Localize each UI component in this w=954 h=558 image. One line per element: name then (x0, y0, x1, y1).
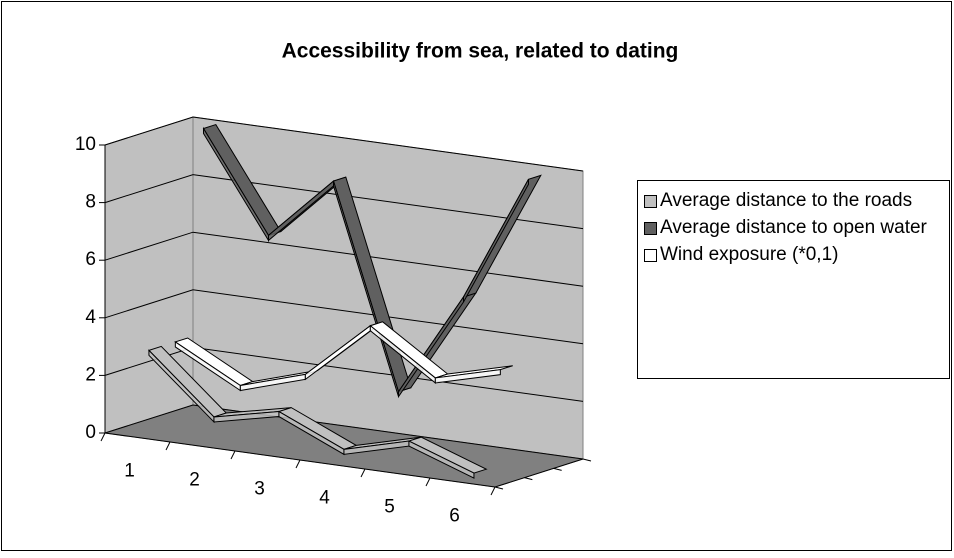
x-tick-label: 6 (449, 506, 460, 527)
ribbon-side (408, 440, 475, 479)
x-tick-label: 3 (254, 479, 265, 500)
y-tick-label: 10 (75, 134, 96, 155)
y-tick-label: 6 (85, 249, 96, 270)
x-tick-label: 2 (189, 470, 200, 491)
ribbon-side (434, 369, 501, 384)
depth-axis (494, 458, 584, 488)
grid-line (104, 404, 584, 460)
legend-swatch (644, 222, 657, 235)
legend-item: Average distance to the roads (644, 189, 945, 212)
x-tick-label: 1 (124, 461, 135, 482)
chart-title: Accessibility from sea, related to datin… (282, 40, 679, 63)
grid-line (104, 231, 584, 287)
y-tick-label: 2 (85, 364, 96, 385)
legend-label: Wind exposure (*0,1) (660, 244, 839, 265)
legend-item: Wind exposure (*0,1) (644, 243, 945, 266)
x-tick-label: 4 (319, 488, 330, 509)
x-tick (230, 450, 236, 460)
x-tick (490, 486, 496, 496)
x-tick (295, 459, 301, 469)
x-tick (425, 477, 431, 487)
legend: Average distance to the roads Average dis… (637, 180, 950, 379)
legend-label: Average distance to the roads (660, 190, 913, 211)
x-tick (100, 432, 106, 442)
y-tick-label: 4 (85, 307, 96, 328)
back-wall (192, 116, 584, 460)
depth-tick (582, 458, 592, 462)
x-tick (360, 468, 366, 478)
y-tick-label: 0 (85, 422, 96, 443)
legend-swatch (644, 249, 657, 262)
ribbon-side (463, 179, 529, 303)
depth-tick (553, 467, 562, 471)
depth-tick (494, 486, 504, 490)
x-tick-label: 5 (384, 497, 395, 518)
legend-label: Average distance to open water (660, 217, 927, 238)
grid-line (104, 174, 584, 230)
x-tick (165, 441, 171, 451)
legend-swatch (644, 195, 657, 208)
legend-item: Average distance to open water (644, 216, 945, 239)
depth-tick (524, 477, 533, 481)
y-tick-label: 8 (85, 192, 96, 213)
grid-line (104, 116, 584, 172)
